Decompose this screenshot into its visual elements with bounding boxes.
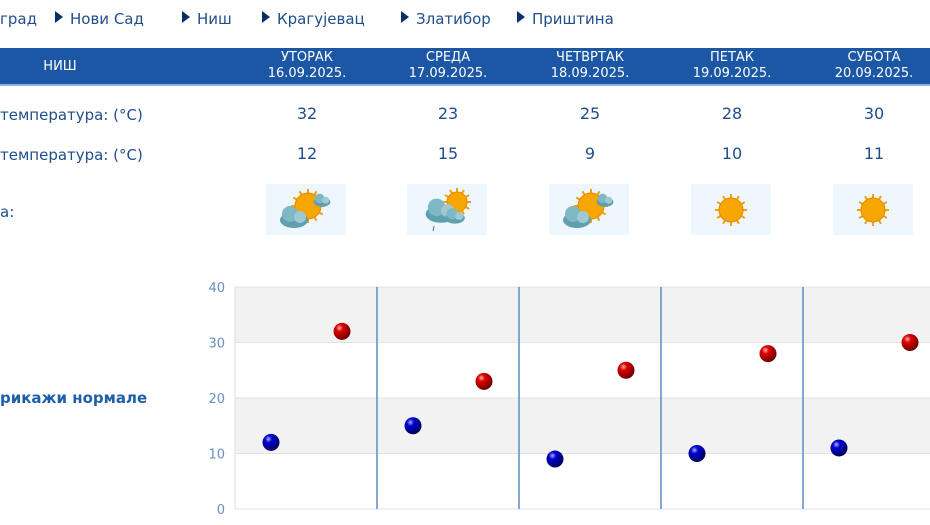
day-name: ПЕТАК bbox=[709, 50, 755, 65]
day-date: 20.09.2025. bbox=[834, 66, 914, 81]
day-date: 18.09.2025. bbox=[550, 66, 630, 81]
grid-band bbox=[235, 287, 930, 343]
min-temp-point bbox=[404, 417, 422, 435]
max-temp-label: температура: (°C) bbox=[0, 106, 143, 124]
show-normals-link[interactable]: рикажи нормале bbox=[0, 389, 148, 407]
day-name: СРЕДА bbox=[425, 50, 471, 65]
min-temp-point bbox=[830, 439, 848, 457]
y-tick-label: 20 bbox=[208, 392, 225, 407]
nav-link[interactable]: Крагујевац bbox=[262, 10, 365, 28]
nav-link[interactable]: Ниш bbox=[182, 10, 232, 28]
sun-cloud-icon bbox=[266, 184, 346, 235]
cloud-rain-sun-icon bbox=[407, 184, 487, 235]
max-temp-value: 32 bbox=[296, 104, 318, 123]
min-temp-label: температура: (°C) bbox=[0, 146, 143, 164]
arrow-right-icon bbox=[55, 11, 63, 23]
max-temp-point bbox=[901, 334, 919, 351]
max-temp-value: 28 bbox=[721, 104, 743, 123]
day-name: СУБОТА bbox=[847, 50, 901, 65]
nav-link[interactable]: Златибор bbox=[401, 10, 491, 28]
nav-link[interactable]: град bbox=[0, 10, 37, 28]
arrow-right-icon bbox=[262, 11, 270, 23]
day-date: 16.09.2025. bbox=[267, 66, 347, 81]
table-header: НИШ УТОРАК 16.09.2025. СРЕДА 17.09.2025. ЧЕТ… bbox=[0, 48, 930, 86]
y-tick-label: 30 bbox=[208, 337, 225, 352]
max-temp-point bbox=[475, 372, 493, 390]
min-temp-value: 10 bbox=[721, 144, 743, 163]
min-temp-value: 15 bbox=[437, 144, 459, 163]
max-temp-value: 23 bbox=[437, 104, 459, 123]
day-date: 17.09.2025. bbox=[408, 66, 488, 81]
arrow-right-icon bbox=[182, 11, 190, 23]
city-name: НИШ bbox=[43, 59, 77, 74]
day-name: ЧЕТВРТАК bbox=[556, 50, 624, 65]
weather-label: а: bbox=[0, 203, 15, 221]
temperature-chart: 0 10 20 30 40 bbox=[208, 281, 930, 518]
grid-band bbox=[235, 398, 930, 454]
y-tick-label: 40 bbox=[208, 281, 225, 296]
max-temp-point bbox=[333, 322, 351, 340]
nav-link[interactable]: Нови Сад bbox=[55, 10, 144, 28]
min-temp-value: 12 bbox=[296, 144, 318, 163]
day-header: СРЕДА 17.09.2025. bbox=[378, 50, 518, 82]
y-tick-label: 10 bbox=[208, 448, 225, 463]
min-temp-value: 11 bbox=[863, 144, 885, 163]
sun-cloud-icon bbox=[549, 184, 629, 235]
max-temp-value: 30 bbox=[863, 104, 885, 123]
min-temp-point bbox=[546, 450, 564, 468]
y-tick-label: 0 bbox=[217, 503, 225, 518]
max-temp-point bbox=[759, 345, 777, 363]
arrow-right-icon bbox=[517, 11, 525, 23]
max-temp-value: 25 bbox=[579, 104, 601, 123]
day-header: ЧЕТВРТАК 18.09.2025. bbox=[520, 50, 660, 82]
max-temp-point bbox=[617, 361, 635, 379]
day-header: ПЕТАК 19.09.2025. bbox=[662, 50, 802, 82]
arrow-right-icon bbox=[401, 11, 409, 23]
sun-icon bbox=[691, 184, 771, 235]
min-temp-point bbox=[262, 433, 280, 451]
day-header: УТОРАК 16.09.2025. bbox=[237, 50, 377, 82]
sun-icon bbox=[833, 184, 913, 235]
nav-link[interactable]: Приштина bbox=[517, 10, 614, 28]
day-name: УТОРАК bbox=[280, 50, 334, 65]
min-temp-value: 9 bbox=[584, 144, 596, 163]
day-date: 19.09.2025. bbox=[692, 66, 772, 81]
min-temp-point bbox=[688, 445, 706, 462]
day-header: СУБОТА 20.09.2025. bbox=[804, 50, 930, 82]
